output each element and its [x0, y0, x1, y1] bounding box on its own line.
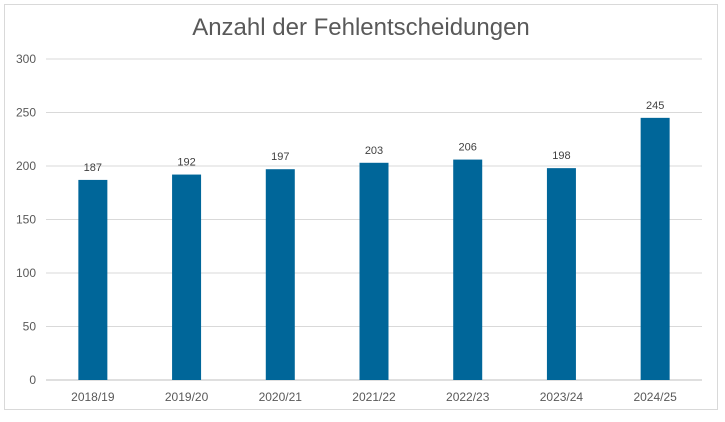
data-label: 197: [271, 151, 289, 163]
bar: [172, 174, 202, 380]
data-label: 187: [84, 162, 102, 174]
x-tick-label: 2020/21: [259, 390, 303, 404]
chart-title: Anzahl der Fehlentscheidungen: [192, 14, 530, 41]
data-labels: 187 192 197 203 206 198 245: [84, 100, 665, 174]
y-tick-label: 150: [16, 213, 36, 227]
x-axis-ticks: 2018/19 2019/20 2020/21 2021/22 2022/23 2023/…: [71, 390, 677, 404]
y-tick-label: 300: [16, 52, 36, 66]
data-label: 203: [365, 145, 383, 157]
x-tick-label: 2023/24: [540, 390, 584, 404]
x-tick-label: 2024/25: [633, 390, 677, 404]
data-label: 198: [552, 150, 570, 162]
bar: [453, 159, 483, 380]
y-tick-label: 250: [16, 106, 36, 120]
bar: [265, 169, 295, 380]
x-tick-label: 2019/20: [165, 390, 209, 404]
bar: [78, 179, 108, 380]
bar: [640, 117, 670, 380]
y-tick-label: 100: [16, 266, 36, 280]
bar: [546, 168, 576, 380]
bar: [359, 162, 389, 380]
x-tick-label: 2018/19: [71, 390, 115, 404]
y-axis-ticks: 0 50 100 150 200 250 300: [16, 52, 36, 387]
data-label: 206: [459, 142, 477, 154]
x-tick-label: 2022/23: [446, 390, 490, 404]
bars: [78, 117, 670, 380]
y-tick-label: 200: [16, 159, 36, 173]
data-label: 192: [177, 157, 195, 169]
data-label: 245: [646, 100, 664, 112]
y-tick-label: 50: [23, 320, 37, 334]
y-tick-label: 0: [29, 373, 36, 387]
x-tick-label: 2021/22: [352, 390, 396, 404]
